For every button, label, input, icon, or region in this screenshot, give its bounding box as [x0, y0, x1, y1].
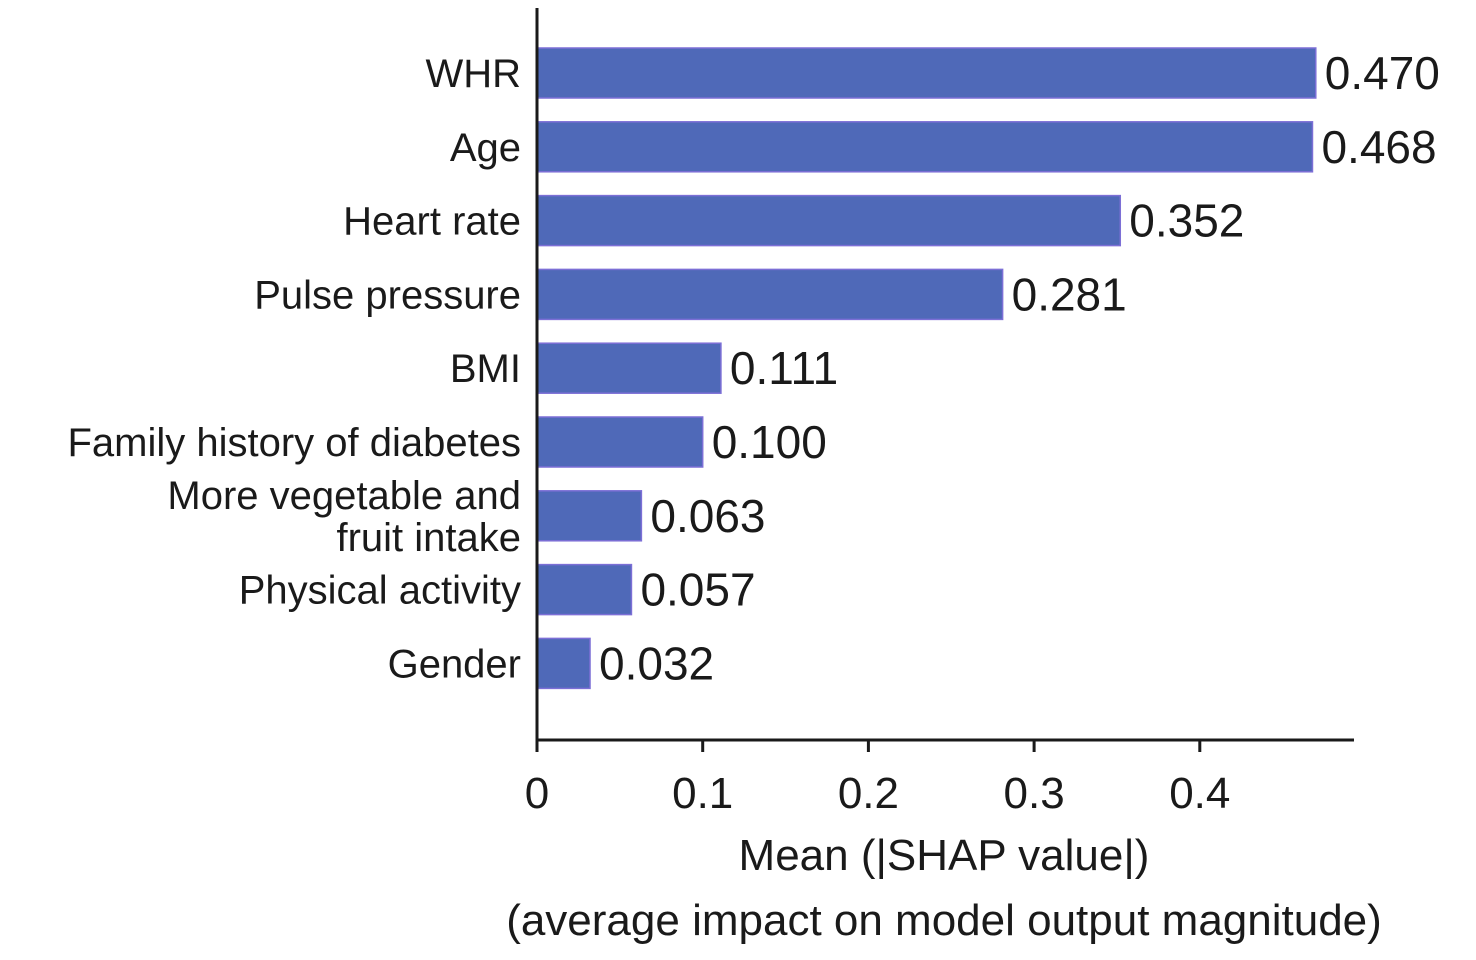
value-label-0: 0.470 [1325, 47, 1440, 99]
bar-6 [536, 490, 643, 542]
bar-4 [536, 342, 722, 394]
axes-layer [535, 8, 1354, 742]
x-tick-label-4: 0.4 [1169, 769, 1230, 818]
bar-8 [536, 637, 591, 690]
value-label-7: 0.057 [640, 564, 755, 616]
x-tick-label-3: 0.3 [1004, 769, 1065, 818]
ticks-layer: 0 0.1 0.2 0.3 0.4 [525, 740, 1230, 818]
x-axis-subtitle: (average impact on model output magnitud… [506, 896, 1382, 945]
value-label-4: 0.111 [730, 342, 838, 394]
category-label-3: Pulse pressure [254, 273, 521, 317]
category-label-7: Physical activity [239, 569, 521, 613]
bar-2 [536, 194, 1122, 247]
bar-1 [536, 121, 1314, 173]
bar-7 [536, 563, 633, 616]
category-label-6-line-0: More vegetable and [167, 474, 521, 518]
value-label-1: 0.468 [1321, 121, 1436, 173]
x-axis-title: Mean (|SHAP value|) [739, 831, 1150, 880]
category-label-2: Heart rate [343, 200, 521, 244]
bar-5 [536, 416, 704, 468]
bars-layer [536, 47, 1317, 690]
category-label-1: Age [450, 126, 521, 170]
value-label-2: 0.352 [1129, 195, 1244, 247]
category-label-5: Family history of diabetes [67, 421, 521, 465]
bar-3 [536, 268, 1004, 321]
category-label-6-line-1: fruit intake [336, 516, 521, 560]
value-label-3: 0.281 [1012, 268, 1127, 320]
category-label-0: WHR [425, 52, 521, 96]
bar-0 [536, 47, 1317, 99]
value-label-8: 0.032 [599, 637, 714, 689]
x-tick-label-0: 0 [525, 769, 549, 818]
x-tick-label-1: 0.1 [672, 769, 733, 818]
category-label-4: BMI [450, 347, 521, 391]
value-label-5: 0.100 [712, 416, 827, 468]
labels-layer: 0.470 WHR 0.468 Age 0.352 Heart rate 0.281 Puls… [67, 47, 1439, 689]
category-label-8: Gender [388, 642, 521, 686]
value-label-6: 0.063 [650, 490, 765, 542]
x-tick-label-2: 0.2 [838, 769, 899, 818]
